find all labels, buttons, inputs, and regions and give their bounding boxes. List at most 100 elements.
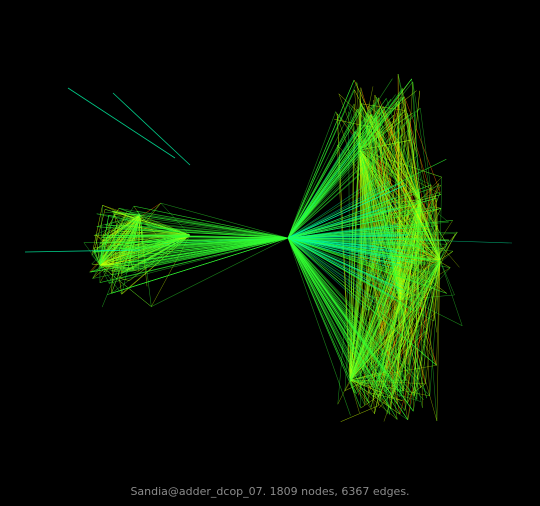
graph-edge	[436, 259, 441, 366]
graph-edge	[434, 259, 441, 263]
graph-edge	[287, 180, 391, 239]
graph-edge	[287, 237, 431, 283]
graph-edge	[287, 237, 419, 380]
graph-edge	[287, 237, 398, 420]
graph-edge	[413, 259, 441, 412]
graph-edge	[287, 117, 376, 239]
graph-edge	[399, 299, 406, 381]
graph-edge	[83, 242, 101, 266]
graph-edge	[388, 259, 441, 291]
graph-edge	[287, 138, 386, 239]
graph-edge	[397, 73, 441, 261]
graph-edge	[24, 249, 141, 253]
graph-edge	[436, 259, 441, 312]
graph-edge	[108, 237, 289, 247]
graph-edge	[99, 237, 289, 283]
graph-edge	[349, 250, 428, 381]
graph-edge	[287, 237, 369, 311]
graph-edge	[287, 184, 406, 239]
graph-edge	[287, 114, 416, 239]
graph-edge	[287, 237, 409, 420]
graph-edge	[287, 237, 375, 304]
graph-edge	[287, 223, 401, 239]
graph-edge	[287, 237, 429, 241]
graph-edge	[287, 78, 412, 239]
graph-edge	[349, 313, 404, 381]
graph-edge	[287, 178, 376, 239]
graph-edge	[287, 237, 417, 296]
graph-edge	[388, 289, 401, 301]
graph-edge	[356, 259, 441, 394]
graph-edge	[287, 237, 399, 327]
graph-edge	[287, 237, 431, 397]
graph-edge	[99, 237, 289, 261]
graph-edge	[99, 230, 113, 266]
graph-edge	[102, 237, 289, 241]
graph-edge	[337, 144, 441, 261]
graph-edge	[287, 184, 388, 239]
graph-edge	[287, 189, 429, 239]
graph-edge	[386, 98, 421, 201]
graph-edge	[337, 379, 351, 405]
graph-edge	[117, 222, 191, 236]
graph-edge	[287, 140, 399, 239]
graph-edge	[287, 237, 400, 263]
graph-edge	[375, 96, 402, 179]
graph-edge	[407, 386, 416, 403]
graph-edge	[287, 237, 435, 289]
graph-edge	[112, 92, 191, 166]
graph-edge	[151, 237, 289, 307]
graph-edge	[115, 237, 289, 273]
graph-edge	[399, 118, 411, 301]
graph-edge	[393, 248, 441, 261]
graph-edge	[101, 237, 289, 239]
graph-edge	[429, 259, 441, 396]
graph-edge	[287, 198, 437, 239]
graph-edge	[287, 237, 425, 309]
graph-edge	[287, 237, 407, 288]
graph-edge	[287, 237, 352, 365]
graph-edge	[287, 237, 362, 286]
graph-edge	[439, 259, 455, 295]
graph-edge	[92, 264, 101, 279]
graph-edge	[287, 234, 408, 239]
graph-edge	[287, 237, 438, 261]
graph-edge	[287, 109, 358, 239]
graph-edge	[400, 259, 441, 397]
graph-edge	[287, 136, 374, 239]
graph-edge	[287, 237, 436, 239]
graph-edge	[287, 140, 361, 239]
graph-edge	[287, 237, 367, 385]
graph-edge	[287, 237, 448, 245]
graph-edge	[287, 237, 393, 259]
graph-edge	[404, 259, 441, 411]
graph-edge	[138, 237, 289, 258]
graph-edge	[287, 237, 374, 388]
graph-edge	[415, 255, 441, 261]
graph-edge	[114, 237, 289, 244]
graph-edge	[287, 97, 379, 239]
graph-edge	[382, 226, 441, 261]
graph-edge	[102, 224, 121, 236]
graph-edge	[407, 259, 441, 420]
graph-edge	[141, 237, 289, 252]
graph-edge	[99, 255, 137, 266]
graph-edge	[99, 247, 106, 266]
graph-edge	[123, 228, 289, 239]
graph-edge	[287, 237, 415, 397]
graph-edge	[142, 237, 289, 265]
graph-edge	[99, 264, 114, 266]
graph-edge	[349, 379, 394, 387]
graph-edge	[99, 222, 119, 266]
graph-edge	[439, 177, 442, 261]
graph-edge	[381, 299, 401, 391]
graph-edge	[95, 234, 101, 266]
graph-edge	[420, 259, 441, 388]
graph-edge	[383, 259, 441, 316]
graph-edge	[287, 225, 430, 239]
graph-edge	[119, 237, 289, 250]
graph-edge	[287, 237, 399, 315]
graph-edge	[287, 237, 427, 293]
graph-edge	[287, 237, 409, 365]
